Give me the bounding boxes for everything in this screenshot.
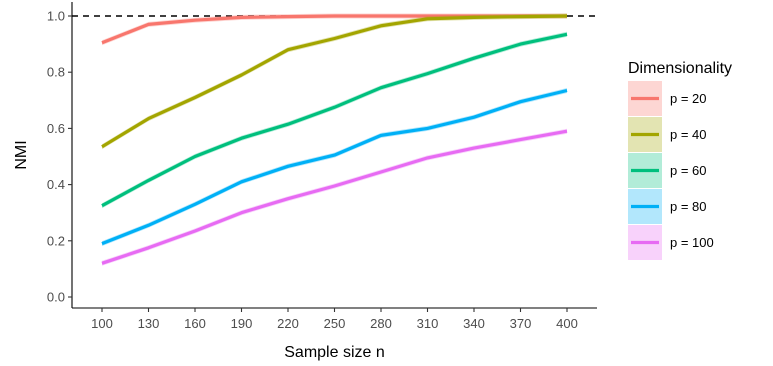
- y-tick-label: 0.2: [47, 233, 65, 248]
- x-tick-label: 190: [231, 316, 253, 331]
- x-axis-title: Sample size n: [284, 344, 385, 361]
- series-line-2: [101, 14, 568, 149]
- x-tick-label: 100: [91, 316, 113, 331]
- axes: 0.0 0.2 0.4 0.6 0.8 1.0 100 130 160 190 220 250 280 3…: [47, 2, 597, 331]
- series-band-5: [102, 128, 567, 266]
- legend-label-4: p = 80: [670, 199, 707, 214]
- x-tick-label: 160: [184, 316, 206, 331]
- x-tick-label: 250: [324, 316, 346, 331]
- legend: Dimensionality p = 20 p = 40 p = 60 p = 80 p…: [628, 60, 732, 260]
- legend-label-1: p = 20: [670, 91, 707, 106]
- y-tick-label: 0.8: [47, 65, 65, 80]
- legend-label-5: p = 100: [670, 235, 714, 250]
- legend-label-2: p = 40: [670, 127, 707, 142]
- x-tick-label: 220: [277, 316, 299, 331]
- y-tick-label: 0.4: [47, 177, 65, 192]
- y-tick-label: 0.6: [47, 121, 65, 136]
- series-line-4: [101, 88, 568, 246]
- y-tick-label: 1.0: [47, 9, 65, 24]
- plot-area: [72, 13, 597, 266]
- x-tick-label: 340: [463, 316, 485, 331]
- series-band-3: [102, 31, 567, 209]
- series-line-5: [101, 129, 568, 265]
- legend-label-3: p = 60: [670, 163, 707, 178]
- x-tick-label: 400: [556, 316, 578, 331]
- x-tick-label: 130: [138, 316, 160, 331]
- y-tick-label: 0.0: [47, 290, 65, 305]
- series-band-2: [102, 13, 567, 150]
- x-tick-label: 310: [417, 316, 439, 331]
- x-tick-label: 370: [510, 316, 532, 331]
- legend-title: Dimensionality: [628, 60, 732, 77]
- y-axis-title: NMI: [13, 140, 30, 169]
- series-band-4: [102, 88, 567, 247]
- series-line-3: [101, 32, 568, 208]
- x-tick-label: 280: [370, 316, 392, 331]
